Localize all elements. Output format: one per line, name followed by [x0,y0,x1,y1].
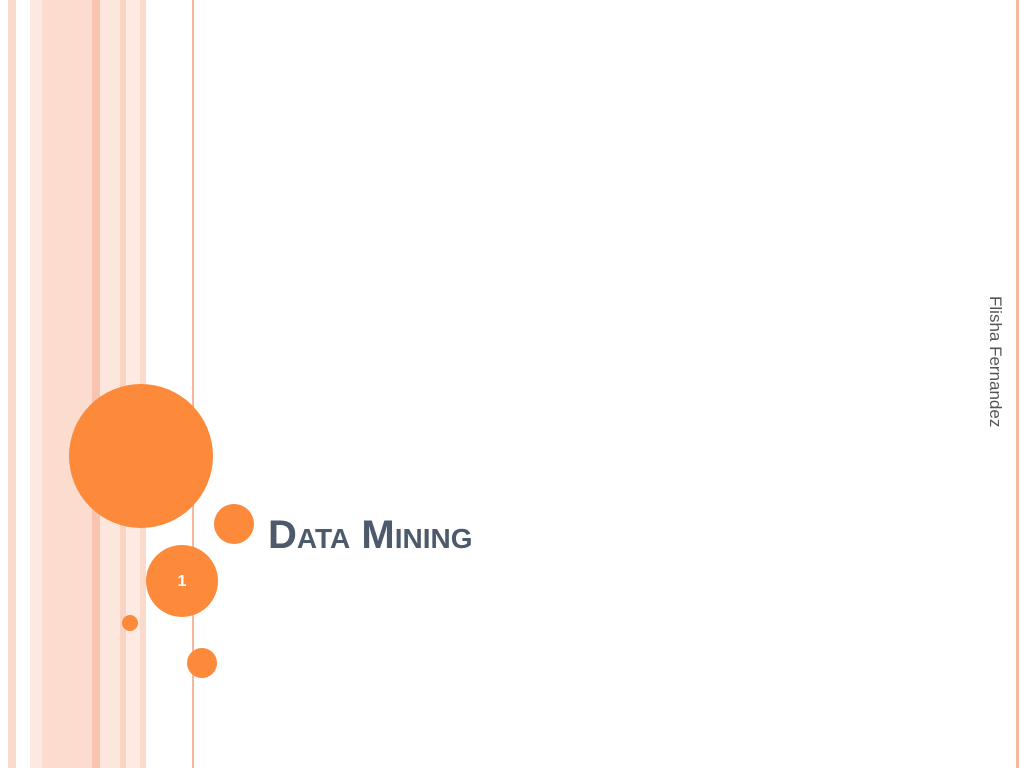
circle [214,504,254,544]
divider [1016,0,1019,768]
stripe [42,0,92,768]
stripe [92,0,100,768]
slide-number: 1 [178,573,187,590]
stripe [30,0,42,768]
divider [192,0,194,768]
circle [122,615,138,631]
circle [187,648,217,678]
stripe [126,0,140,768]
circle [146,545,218,617]
stripe [8,0,16,768]
stripe [140,0,146,768]
author: Flisha Fernandez [986,296,1005,427]
stripe [100,0,120,768]
title: Data Mining [268,513,473,557]
circle [69,384,213,528]
stripe [120,0,126,768]
